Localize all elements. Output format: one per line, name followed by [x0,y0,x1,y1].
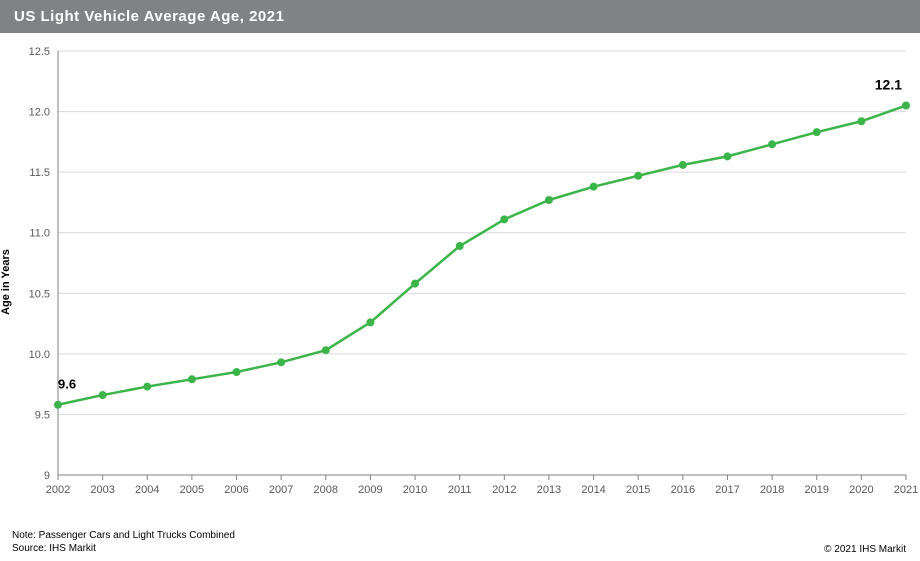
line-chart: 9 9.5 10.0 10.5 11.0 11.5 12.0 12.5 2002 2003 2004… [0,33,920,531]
svg-text:2020: 2020 [849,484,873,496]
svg-text:12.0: 12.0 [29,107,50,119]
svg-text:9.5: 9.5 [35,409,50,421]
svg-text:2004: 2004 [135,484,159,496]
svg-text:2010: 2010 [403,484,427,496]
chart-footer-notes: Note: Passenger Cars and Light Trucks Co… [12,529,235,555]
svg-text:10.5: 10.5 [29,288,50,300]
chart-container: Age in Years 9 9.5 10.0 10.5 11.0 11.5 12.0 12.… [0,33,920,531]
y-axis-label: Age in Years [0,249,12,315]
svg-text:10.0: 10.0 [29,349,50,361]
svg-text:2002: 2002 [46,484,70,496]
svg-text:2012: 2012 [492,484,516,496]
note-line-1: Note: Passenger Cars and Light Trucks Co… [12,529,235,542]
svg-text:2009: 2009 [358,484,382,496]
svg-text:2003: 2003 [90,484,114,496]
svg-text:12.5: 12.5 [29,46,50,58]
svg-text:9: 9 [44,470,50,482]
note-line-2: Source: IHS Markit [12,542,235,555]
svg-text:2018: 2018 [760,484,784,496]
chart-title-bar: US Light Vehicle Average Age, 2021 [0,0,920,33]
svg-text:2013: 2013 [537,484,561,496]
svg-text:9.6: 9.6 [58,377,76,392]
svg-text:2006: 2006 [224,484,248,496]
svg-text:2005: 2005 [180,484,204,496]
svg-text:11.0: 11.0 [29,228,50,240]
svg-text:2019: 2019 [804,484,828,496]
svg-text:11.5: 11.5 [29,167,50,179]
svg-text:2015: 2015 [626,484,650,496]
svg-text:2011: 2011 [448,484,472,496]
svg-text:2016: 2016 [671,484,695,496]
svg-text:2017: 2017 [715,484,739,496]
svg-text:2007: 2007 [269,484,293,496]
copyright-text: © 2021 IHS Markit [824,544,906,555]
svg-text:2008: 2008 [314,484,338,496]
svg-text:12.1: 12.1 [875,77,902,93]
svg-text:2021: 2021 [894,484,918,496]
svg-text:2014: 2014 [581,484,605,496]
chart-title: US Light Vehicle Average Age, 2021 [14,8,284,25]
